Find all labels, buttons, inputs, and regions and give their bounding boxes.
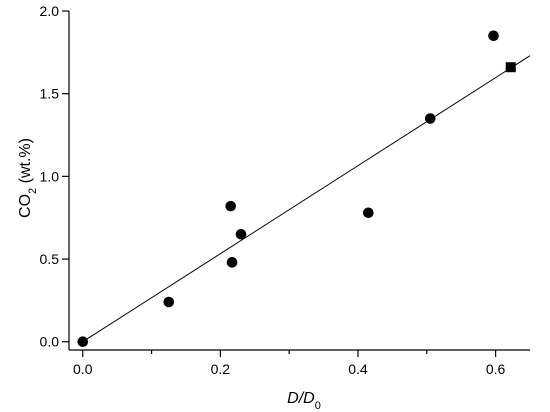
y-axis-label-main: CO (17, 194, 34, 218)
data-point-circle (424, 113, 436, 124)
data-point-circle (163, 296, 175, 308)
x-tick-label: 0.4 (348, 361, 368, 377)
fit-line (82, 55, 531, 343)
y-tick-label: 1.5 (40, 86, 60, 102)
y-tick-label: 2.0 (40, 3, 60, 19)
data-point-circle (363, 207, 374, 219)
data-points (77, 30, 516, 348)
data-point-circle (225, 200, 236, 212)
x-axis-label-main: D/D (287, 390, 315, 407)
data-point-circle (226, 257, 238, 268)
y-tick-label: 1.0 (40, 168, 60, 184)
data-point-circle (488, 30, 499, 42)
x-axis-ticks: 0.0 0.2 0.4 0.6 (73, 350, 506, 377)
x-axis-label-subscript: 0 (315, 400, 321, 412)
x-tick-label: 0.0 (73, 361, 93, 377)
y-axis-ticks: 0.0 0.5 1.0 1.5 2.0 (40, 3, 69, 350)
y-tick-label: 0.5 (40, 251, 60, 267)
y-tick-label: 0.0 (40, 334, 60, 350)
x-axis-label: D/D0 (287, 390, 321, 412)
data-point-circle (235, 228, 247, 240)
y-axis-label: CO2 (wt.%) (17, 138, 39, 218)
y-axis-label-suffix: (wt.%) (17, 138, 34, 188)
data-point-circle (77, 336, 89, 348)
data-point-square (505, 62, 516, 73)
x-tick-label: 0.2 (211, 361, 231, 377)
x-tick-label: 0.6 (486, 361, 506, 377)
y-axis-label-subscript: 2 (27, 188, 39, 194)
